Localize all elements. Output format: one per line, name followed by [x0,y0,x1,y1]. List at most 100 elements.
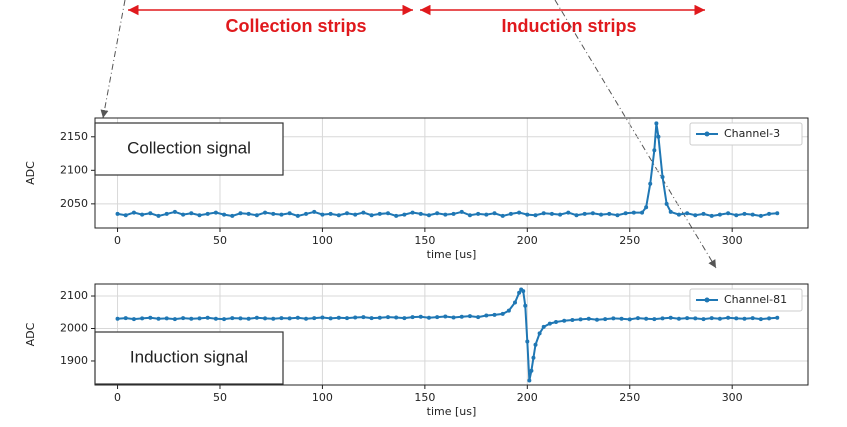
data-point [353,315,358,320]
data-point [521,289,526,294]
data-point [402,212,407,217]
data-point [517,290,522,295]
annotation-box [94,122,284,176]
data-point [531,355,536,360]
annotation-text: Collection signal [127,138,251,157]
data-point [238,316,243,321]
data-point [287,316,292,321]
data-point [525,212,530,217]
x-tick-label: 250 [619,234,640,247]
data-point [607,211,612,216]
data-point [345,211,350,216]
data-point [523,303,528,308]
data-point [615,213,620,218]
legend-box [689,122,803,146]
data-point [336,315,341,320]
data-point [664,201,669,206]
data-point [586,316,591,321]
data-point [361,315,366,320]
data-point [148,315,153,320]
data-point [685,211,690,216]
data-point [320,315,325,320]
data-point [467,213,472,218]
data-point [418,314,423,319]
data-point [652,317,657,322]
data-point [123,213,128,218]
data-point [312,316,317,321]
data-point [654,121,659,126]
data-point [230,213,235,218]
data-point [459,314,464,319]
data-point [238,211,243,216]
data-point [513,300,518,305]
data-point [467,314,472,319]
data-point [750,212,755,217]
data-point [353,212,358,217]
data-point [254,213,259,218]
data-point [578,317,583,322]
data-point [222,317,227,322]
data-point [758,317,763,322]
data-point [603,317,608,322]
data-point [701,211,706,216]
data-point [205,315,210,320]
data-point [484,212,489,217]
data-point [140,316,145,321]
legend-label: Channel-3 [724,127,780,140]
data-point [549,211,554,216]
data-point [562,318,567,323]
data-point [527,378,532,383]
data-point [295,315,300,320]
data-point [635,316,640,321]
data-point [492,211,497,216]
data-point [263,316,268,321]
data-point [508,211,513,216]
data-point [547,321,552,326]
data-point [410,315,415,320]
data-point [164,316,169,321]
data-point [500,213,505,218]
data-point [254,315,259,320]
y-axis-label: ADC [24,322,37,346]
data-point [131,317,136,322]
data-point [148,211,153,216]
data-point [197,213,202,218]
strip-label: Induction strips [502,16,637,36]
data-point [693,213,698,218]
x-tick-label: 300 [722,234,743,247]
x-tick-label: 150 [414,391,435,404]
data-point [189,211,194,216]
data-point [599,212,604,217]
pointer-arrow [100,0,126,119]
data-point [369,316,374,321]
y-tick-label: 2000 [60,321,88,334]
data-point [619,316,624,321]
data-point [492,312,497,317]
data-point [582,211,587,216]
data-point [685,316,690,321]
data-point [726,315,731,320]
data-point [271,211,276,216]
y-tick-label: 2150 [60,130,88,143]
x-tick-label: 250 [619,391,640,404]
data-point [263,210,268,215]
data-point [676,212,681,217]
data-point [734,316,739,321]
data-point [537,331,542,336]
data-point [377,315,382,320]
data-point [553,319,558,324]
data-point [156,213,161,218]
x-tick-label: 200 [517,234,538,247]
data-point [115,211,120,216]
data-point [767,316,772,321]
data-point [709,316,714,321]
data-point [213,316,218,321]
x-tick-label: 100 [312,234,333,247]
data-point [172,317,177,322]
data-point [131,210,136,215]
data-point [115,316,120,321]
data-point [410,210,415,215]
data-point [775,315,780,320]
data-point [435,211,440,216]
data-point [328,316,333,321]
